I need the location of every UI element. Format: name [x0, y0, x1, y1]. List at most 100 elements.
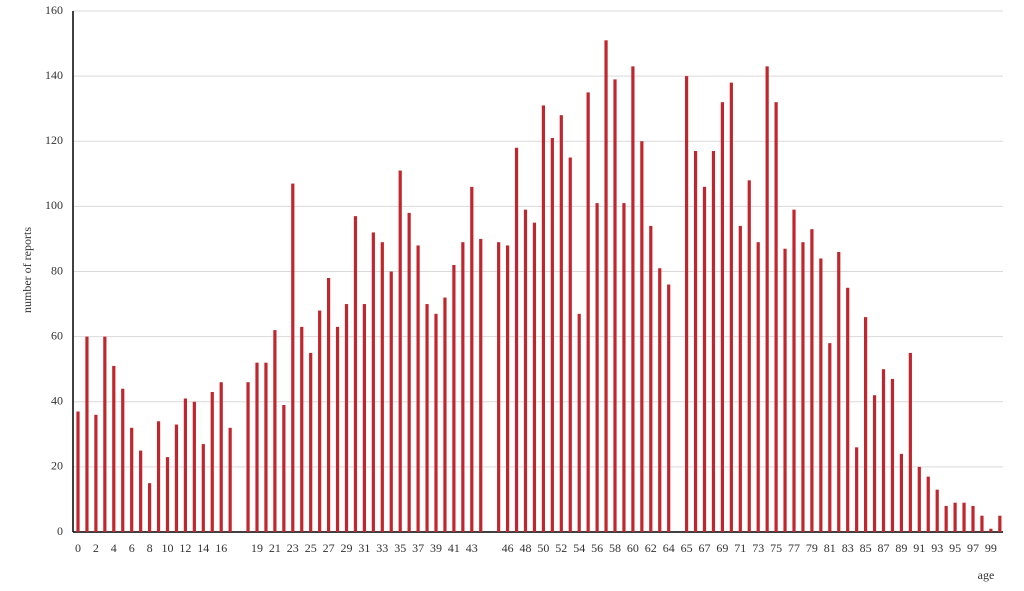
x-tick-label: 89 — [895, 541, 907, 555]
x-tick-label: 52 — [555, 541, 567, 555]
bar — [872, 395, 877, 532]
bar — [246, 382, 250, 532]
x-tick-label: 91 — [913, 541, 925, 555]
bar — [756, 242, 760, 532]
bar — [389, 271, 393, 532]
bar — [935, 489, 939, 532]
x-tick-label: 81 — [824, 541, 836, 555]
bar — [273, 330, 277, 532]
x-tick-label: 27 — [323, 541, 335, 555]
bar — [506, 245, 510, 532]
bar — [139, 450, 143, 532]
bar — [846, 287, 850, 532]
bar — [156, 421, 161, 532]
bar — [738, 225, 742, 532]
y-tick-label: 160 — [45, 3, 63, 17]
bar — [165, 457, 170, 532]
x-tick-label: 31 — [358, 541, 370, 555]
bar — [595, 203, 599, 532]
bar — [479, 238, 483, 532]
y-tick-label: 100 — [45, 198, 63, 212]
bar — [85, 336, 89, 532]
x-tick-label: 35 — [394, 541, 406, 555]
bar — [452, 264, 456, 532]
x-tick-label: 60 — [627, 541, 639, 555]
bar — [398, 170, 402, 532]
bar — [649, 225, 653, 532]
x-tick-label: 16 — [215, 541, 227, 555]
bar — [318, 310, 322, 532]
bar — [711, 151, 716, 533]
bar — [255, 362, 259, 532]
bar — [899, 453, 903, 532]
bar — [362, 304, 366, 532]
x-tick-label: 6 — [129, 541, 135, 555]
x-tick-label: 23 — [287, 541, 299, 555]
bar — [819, 258, 823, 532]
bar — [881, 369, 886, 532]
bar — [121, 388, 125, 532]
bar — [174, 424, 179, 532]
x-tick-label: 21 — [269, 541, 281, 555]
bar — [434, 313, 438, 532]
bar — [837, 251, 841, 532]
bar — [953, 502, 957, 532]
x-tick-label: 46 — [502, 541, 514, 555]
bar — [210, 391, 214, 532]
x-tick-label: 75 — [770, 541, 782, 555]
bar — [720, 102, 724, 533]
bar — [604, 40, 608, 533]
x-tick-label: 85 — [860, 541, 872, 555]
bar — [192, 401, 196, 532]
x-tick-label: 95 — [949, 541, 961, 555]
x-tick-label: 37 — [412, 541, 424, 555]
bar — [864, 317, 868, 532]
y-axis-label: number of reports — [20, 227, 34, 313]
x-tick-label: 64 — [663, 541, 675, 555]
bar — [640, 141, 644, 532]
x-tick-label: 29 — [341, 541, 353, 555]
bar — [667, 284, 671, 532]
bar — [371, 232, 375, 533]
x-tick-label: 71 — [734, 541, 746, 555]
bar — [219, 382, 223, 532]
bar — [550, 137, 554, 532]
x-tick-label: 25 — [305, 541, 317, 555]
bar — [774, 102, 778, 533]
y-tick-label: 80 — [51, 263, 63, 277]
x-tick-label: 2 — [93, 541, 99, 555]
bar — [461, 242, 465, 532]
bar — [783, 248, 787, 533]
bar — [416, 245, 420, 532]
bar — [559, 115, 563, 532]
bar — [962, 502, 966, 532]
bar — [810, 229, 814, 532]
bar — [613, 79, 617, 532]
bar — [130, 427, 134, 532]
y-tick-label: 60 — [51, 328, 63, 342]
bar — [523, 209, 528, 532]
x-tick-label: 8 — [147, 541, 153, 555]
bar — [998, 515, 1002, 532]
bar — [425, 304, 429, 532]
bar — [622, 203, 626, 532]
bar — [971, 505, 975, 532]
x-tick-label: 69 — [716, 541, 728, 555]
bar — [890, 378, 895, 532]
bar — [353, 216, 358, 533]
x-tick-label: 97 — [967, 541, 979, 555]
bar — [792, 209, 796, 532]
x-tick-label: 56 — [591, 541, 603, 555]
x-tick-label: 99 — [985, 541, 997, 555]
bar — [828, 343, 832, 532]
x-tick-label: 41 — [448, 541, 460, 555]
bar — [112, 365, 116, 532]
bar — [291, 183, 295, 533]
x-tick-label: 12 — [179, 541, 191, 555]
bar — [282, 405, 286, 532]
y-tick-label: 120 — [45, 133, 63, 147]
bar — [980, 515, 984, 532]
bar — [926, 476, 930, 532]
bar — [327, 278, 331, 532]
